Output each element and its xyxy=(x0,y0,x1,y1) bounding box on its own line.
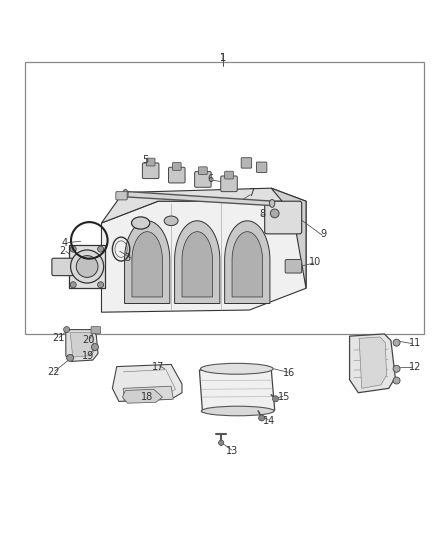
Circle shape xyxy=(98,282,104,288)
Circle shape xyxy=(98,246,104,252)
Polygon shape xyxy=(102,188,306,223)
Polygon shape xyxy=(225,221,270,303)
Circle shape xyxy=(393,339,400,346)
Circle shape xyxy=(67,354,74,361)
Circle shape xyxy=(71,250,104,283)
FancyBboxPatch shape xyxy=(241,158,252,168)
FancyBboxPatch shape xyxy=(169,167,185,183)
FancyBboxPatch shape xyxy=(69,245,105,288)
Text: 10: 10 xyxy=(309,257,321,267)
FancyBboxPatch shape xyxy=(265,201,302,234)
Ellipse shape xyxy=(164,216,178,225)
Text: 9: 9 xyxy=(320,229,326,239)
Text: 4: 4 xyxy=(61,238,67,247)
Polygon shape xyxy=(175,221,220,303)
FancyBboxPatch shape xyxy=(116,192,127,200)
Bar xyxy=(25,62,424,334)
Text: 19: 19 xyxy=(82,351,95,361)
Circle shape xyxy=(70,282,76,288)
Circle shape xyxy=(393,377,400,384)
Polygon shape xyxy=(359,337,387,389)
FancyBboxPatch shape xyxy=(91,327,101,334)
Text: 8: 8 xyxy=(259,209,265,219)
Ellipse shape xyxy=(131,217,150,229)
Text: 7: 7 xyxy=(248,188,255,198)
Circle shape xyxy=(272,396,279,402)
Circle shape xyxy=(64,327,70,333)
Circle shape xyxy=(70,246,76,252)
Polygon shape xyxy=(271,188,306,288)
Polygon shape xyxy=(123,386,173,400)
Text: 20: 20 xyxy=(82,335,95,345)
Polygon shape xyxy=(350,334,395,393)
Text: 14: 14 xyxy=(263,416,275,426)
Polygon shape xyxy=(122,389,162,403)
FancyBboxPatch shape xyxy=(225,171,233,179)
Polygon shape xyxy=(199,369,275,413)
Text: 13: 13 xyxy=(226,447,238,456)
FancyBboxPatch shape xyxy=(285,260,302,273)
Text: 2: 2 xyxy=(59,246,65,256)
Text: 11: 11 xyxy=(409,338,421,348)
Text: 3: 3 xyxy=(124,253,131,263)
Text: 1: 1 xyxy=(220,53,226,62)
Polygon shape xyxy=(66,329,98,361)
Text: 18: 18 xyxy=(141,392,153,402)
FancyBboxPatch shape xyxy=(52,258,74,276)
FancyBboxPatch shape xyxy=(173,163,181,171)
FancyBboxPatch shape xyxy=(146,158,155,166)
Text: 1: 1 xyxy=(220,53,226,62)
Ellipse shape xyxy=(201,364,273,374)
FancyBboxPatch shape xyxy=(256,162,267,173)
FancyBboxPatch shape xyxy=(194,172,211,187)
Text: 15: 15 xyxy=(278,392,290,402)
Text: 21: 21 xyxy=(52,333,64,343)
Polygon shape xyxy=(113,365,182,401)
Polygon shape xyxy=(102,201,306,312)
Circle shape xyxy=(393,365,400,372)
Polygon shape xyxy=(182,232,212,297)
Ellipse shape xyxy=(269,199,275,207)
Text: 16: 16 xyxy=(283,368,295,378)
Ellipse shape xyxy=(201,406,274,416)
Text: 6: 6 xyxy=(207,174,213,184)
Polygon shape xyxy=(132,232,162,297)
FancyBboxPatch shape xyxy=(142,163,159,179)
FancyBboxPatch shape xyxy=(198,167,207,175)
Circle shape xyxy=(92,344,99,351)
Text: 5: 5 xyxy=(142,155,148,165)
Polygon shape xyxy=(124,221,170,303)
Text: 12: 12 xyxy=(409,362,421,373)
Ellipse shape xyxy=(123,189,128,199)
Text: 22: 22 xyxy=(47,367,60,377)
Circle shape xyxy=(76,256,98,277)
FancyBboxPatch shape xyxy=(221,176,237,192)
Circle shape xyxy=(270,209,279,218)
Circle shape xyxy=(258,415,265,421)
Polygon shape xyxy=(232,232,262,297)
Polygon shape xyxy=(70,333,94,357)
Polygon shape xyxy=(125,192,273,206)
Circle shape xyxy=(219,440,224,446)
Text: 17: 17 xyxy=(152,361,164,372)
